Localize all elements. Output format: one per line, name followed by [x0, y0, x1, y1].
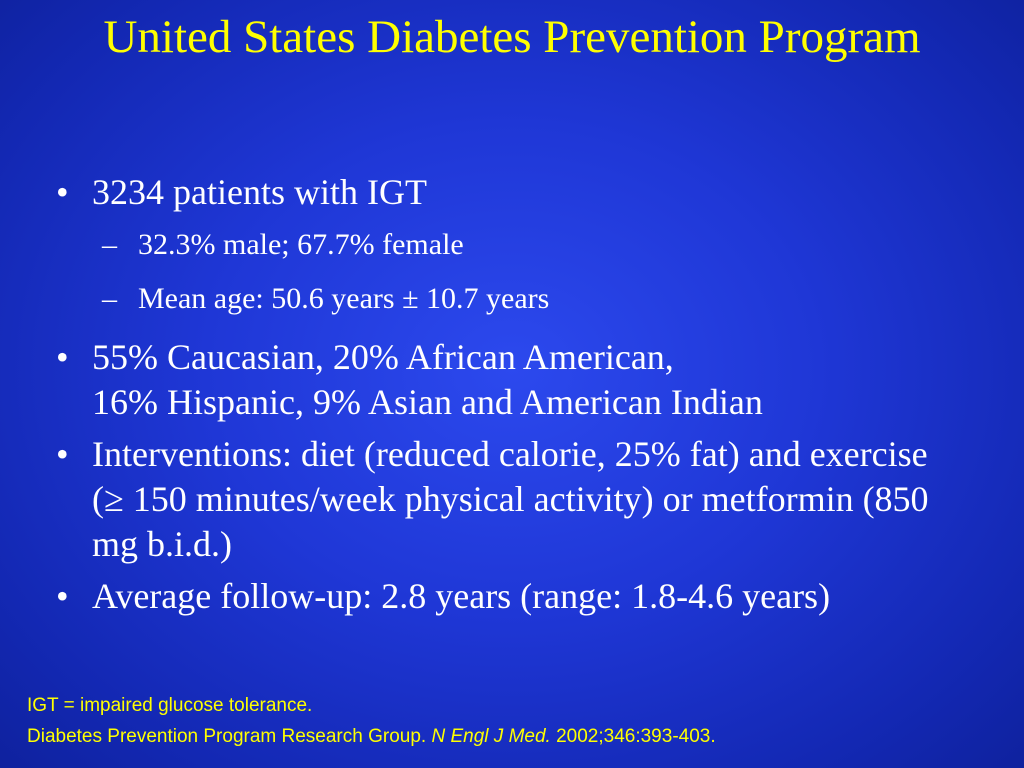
bullet-marker: •: [56, 337, 69, 377]
bullet-text: Interventions: diet (reduced calorie, 25…: [92, 434, 929, 564]
bullet-marker: •: [56, 434, 69, 474]
sub-bullet-marker: –: [102, 228, 117, 261]
sub-bullet-text: Mean age: 50.6 years ± 10.7 years: [138, 282, 550, 315]
bullet-marker: •: [56, 172, 69, 212]
bullet-item-patients: • 3234 patients with IGT – 32.3% male; 6…: [56, 170, 956, 326]
bullet-item-interventions: • Interventions: diet (reduced calorie, …: [56, 432, 956, 567]
sub-bullet-text: 32.3% male; 67.7% female: [138, 228, 464, 261]
reference-journal: N Engl J Med.: [431, 726, 551, 747]
footnote-abbreviation: IGT = impaired glucose tolerance.: [27, 695, 313, 716]
bullet-list: • 3234 patients with IGT – 32.3% male; 6…: [56, 170, 956, 619]
slide-title: United States Diabetes Prevention Progra…: [103, 11, 921, 63]
bullet-item-ethnicity: • 55% Caucasian, 20% African American, 1…: [56, 335, 956, 425]
footnote: IGT = impaired glucose tolerance. Diabet…: [27, 690, 1007, 752]
sub-bullet-item-age: – Mean age: 50.6 years ± 10.7 years: [92, 272, 956, 326]
bullet-text-line-2: 16% Hispanic, 9% Asian and American Indi…: [92, 382, 763, 422]
bullet-text: Average follow-up: 2.8 years (range: 1.8…: [92, 576, 831, 616]
sub-bullet-marker: –: [102, 282, 117, 315]
reference-authors: Diabetes Prevention Program Research Gro…: [27, 726, 427, 747]
bullet-text: 3234 patients with IGT: [92, 172, 427, 212]
sub-bullet-item-sex: – 32.3% male; 67.7% female: [92, 218, 956, 272]
bullet-marker: •: [56, 576, 69, 616]
reference-citation: 2002;346:393-403.: [556, 726, 716, 747]
bullet-text-line-1: 55% Caucasian, 20% African American,: [92, 337, 674, 377]
footnote-reference: Diabetes Prevention Program Research Gro…: [27, 721, 1007, 752]
sub-bullet-list: – 32.3% male; 67.7% female – Mean age: 5…: [92, 218, 956, 326]
bullet-item-follow-up: • Average follow-up: 2.8 years (range: 1…: [56, 574, 956, 619]
